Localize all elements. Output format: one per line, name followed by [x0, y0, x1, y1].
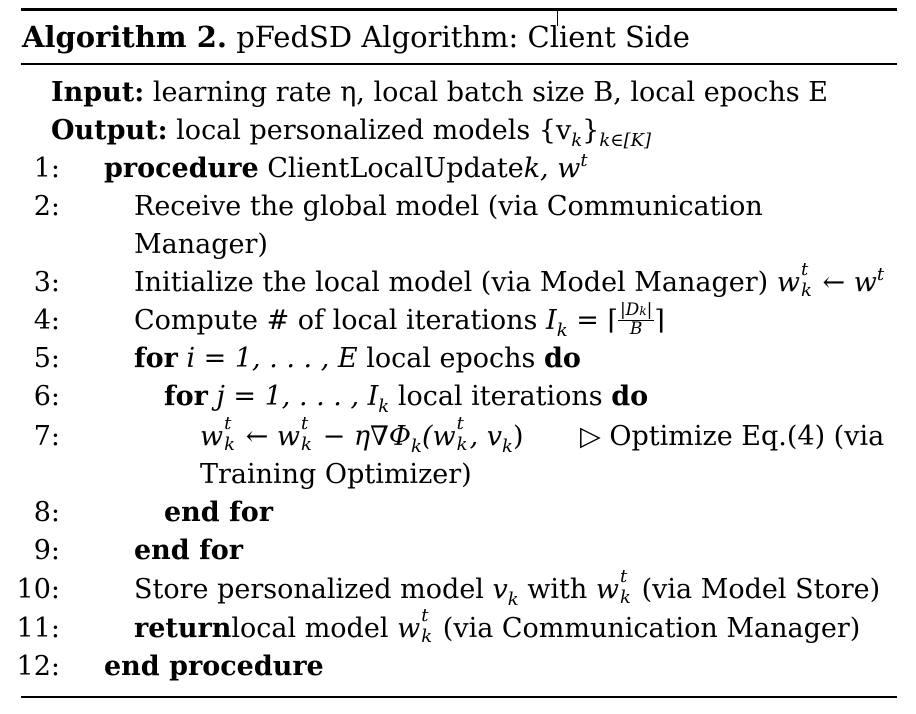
line-text: Manager)	[134, 229, 268, 260]
algorithm-name: pFedSD Algorithm: Client Side	[236, 20, 690, 54]
math-rhs: w	[853, 267, 877, 298]
keyword: do	[611, 381, 649, 412]
math-var: v	[492, 574, 508, 605]
math-expr: k, w	[523, 153, 581, 184]
algo-line-8: 8: end for	[0, 494, 916, 532]
math-expr: j = 1, . . . , I	[216, 381, 379, 412]
algo-line-9: 9: end for	[0, 532, 916, 570]
fraction: |Dk| B	[617, 299, 655, 339]
math-w: w	[200, 421, 224, 452]
title-rule	[21, 63, 897, 65]
algo-line-3: 3: Initialize the local model (via Model…	[0, 260, 916, 302]
line-text: local epochs	[366, 343, 536, 374]
output-index: k∈[K]	[599, 130, 652, 151]
line-number: 7:	[33, 421, 60, 452]
subscript: k	[378, 396, 390, 417]
superscript: t	[876, 264, 885, 285]
math-gradient: − η∇Φ	[322, 421, 412, 452]
line-number: 1:	[33, 153, 60, 184]
math-lhs: w	[776, 267, 800, 298]
assign-arrow: ←	[822, 267, 846, 298]
subscript: k	[507, 589, 519, 610]
math-w: w	[397, 613, 421, 644]
math-eq: = ⌈	[576, 305, 618, 336]
line-number: 2:	[33, 191, 60, 222]
line-text: local model	[231, 613, 389, 644]
math-arg2: , v	[469, 421, 503, 452]
line-number: 5:	[33, 343, 60, 374]
input-label: Input:	[51, 77, 145, 108]
line-comment: ▷ Optimize Eq.(4) (via	[580, 421, 885, 452]
algo-line-4: 4: Compute # of local iterations Ik = ⌈ |…	[0, 299, 916, 341]
algo-line-2: 2: Receive the global model (via Communi…	[0, 188, 916, 226]
output-close: }	[582, 115, 600, 146]
keyword: for	[134, 343, 178, 374]
line-text-2: with	[527, 574, 588, 605]
procedure-name: ClientLocalUpdate	[267, 153, 524, 184]
algorithm-title: Algorithm 2. pFedSD Algorithm: Client Si…	[22, 18, 690, 56]
line-number: 11:	[16, 613, 60, 644]
superscript: t	[580, 150, 588, 171]
algo-line-12: 12: end procedure	[0, 648, 916, 686]
math-expr: i = 1, . . . , E	[186, 343, 358, 374]
keyword: end for	[134, 535, 243, 566]
math-arg: (w	[421, 421, 456, 452]
frac-numerator: |D	[619, 299, 640, 320]
keyword: end procedure	[104, 651, 324, 682]
line-number: 10:	[16, 574, 60, 605]
algo-line-5: 5: for i = 1, . . . , E local epochs do	[0, 340, 916, 378]
line-number: 4:	[33, 305, 60, 336]
algo-line-1: 1: procedure ClientLocalUpdatek, wt	[0, 150, 916, 188]
keyword: return	[134, 613, 232, 644]
line-number: 3:	[33, 267, 60, 298]
bottom-rule	[21, 696, 897, 698]
input-text: learning rate η, local batch size B, loc…	[152, 77, 828, 108]
ceil-close: ⌉	[654, 305, 665, 336]
keyword: end for	[164, 497, 273, 528]
math-w: w	[595, 574, 620, 605]
math-update: ← w	[245, 421, 301, 452]
keyword: do	[544, 343, 581, 374]
line-text: Training Optimizer)	[200, 459, 472, 490]
output-line: Output: local personalized models {vk}k∈…	[0, 112, 916, 151]
output-text: local personalized models {v	[176, 115, 572, 146]
subscript: k	[556, 320, 568, 341]
line-text-3: (via Model Store)	[641, 574, 881, 605]
math-close: )	[512, 421, 524, 452]
line-text: Compute # of local iterations	[134, 305, 538, 336]
algo-line-7-cont: Training Optimizer)	[0, 456, 916, 494]
line-number: 9:	[33, 535, 60, 566]
subscript: k	[800, 280, 812, 301]
line-number: 12:	[16, 651, 60, 682]
line-text: Receive the global model (via Communicat…	[134, 191, 763, 222]
line-text: local iterations	[397, 381, 603, 412]
frac-denominator: B	[629, 318, 643, 339]
output-sub: k	[571, 130, 583, 151]
output-label: Output:	[51, 115, 168, 146]
text-cursor-icon	[557, 10, 558, 26]
line-text-2: (via Communication Manager)	[442, 613, 861, 644]
frac-num-close: |	[646, 299, 653, 320]
superscript: t	[800, 259, 809, 280]
algo-line-6: 6: for j = 1, . . . , Ik local iteration…	[0, 378, 916, 417]
math-var: I	[546, 305, 557, 336]
algo-line-2-cont: Manager)	[0, 226, 916, 264]
input-line: Input: learning rate η, local batch size…	[0, 74, 916, 112]
line-number: 6:	[33, 381, 60, 412]
frac-num-sub: k	[639, 303, 647, 318]
line-number: 8:	[33, 497, 60, 528]
keyword: procedure	[104, 153, 259, 184]
keyword: for	[164, 381, 208, 412]
line-text: Store personalized model	[134, 574, 484, 605]
algorithm-number: Algorithm 2.	[22, 20, 227, 54]
line-text: Initialize the local model (via Model Ma…	[134, 267, 769, 298]
top-rule	[21, 8, 897, 11]
